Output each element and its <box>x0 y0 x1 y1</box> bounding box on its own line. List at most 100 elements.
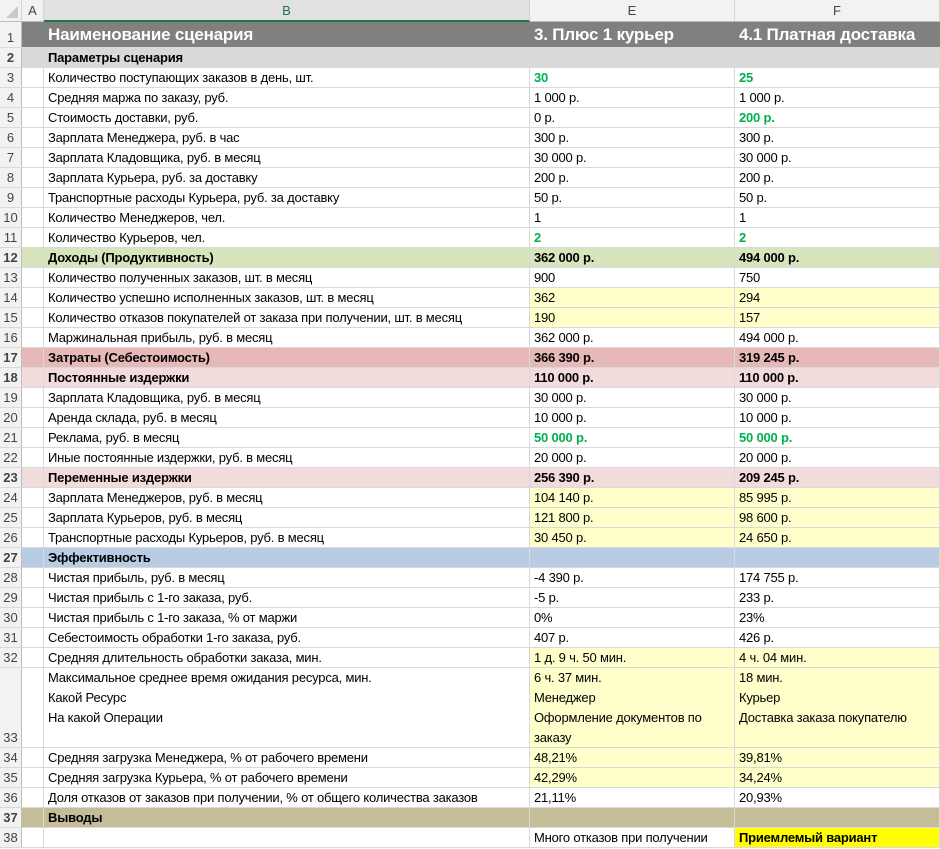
row-header[interactable]: 20 <box>0 408 22 427</box>
cell-a[interactable] <box>22 228 44 247</box>
row-header[interactable]: 12 <box>0 248 22 267</box>
cell-label[interactable]: Зарплата Курьера, руб. за доставку <box>44 168 530 187</box>
cell-a[interactable] <box>22 508 44 527</box>
cell-a[interactable] <box>22 588 44 607</box>
column-header-e[interactable]: E <box>530 0 735 22</box>
cell-scenario-3[interactable]: 366 390 р. <box>530 348 735 367</box>
cell-a[interactable] <box>22 568 44 587</box>
cell-scenario-3[interactable]: 1 000 р. <box>530 88 735 107</box>
cell-a[interactable] <box>22 188 44 207</box>
cell-label[interactable]: Количество полученных заказов, шт. в мес… <box>44 268 530 287</box>
column-header-f[interactable]: F <box>735 0 940 22</box>
row-header[interactable]: 21 <box>0 428 22 447</box>
row-header[interactable]: 14 <box>0 288 22 307</box>
cell-scenario-4-1[interactable]: 174 755 р. <box>735 568 940 587</box>
cell-a[interactable] <box>22 768 44 787</box>
cell-scenario-4-1[interactable] <box>735 808 940 827</box>
cell-scenario-3[interactable]: 48,21% <box>530 748 735 767</box>
cell-scenario-3[interactable]: 1 д. 9 ч. 50 мин. <box>530 648 735 667</box>
cell-scenario-3[interactable]: 6 ч. 37 мин. Менеджер Оформление документо… <box>530 668 735 747</box>
cell-scenario-4-1[interactable]: 209 245 р. <box>735 468 940 487</box>
cell-scenario-4-1[interactable]: 98 600 р. <box>735 508 940 527</box>
cell-scenario-3[interactable]: 30 000 р. <box>530 148 735 167</box>
cell-scenario-3[interactable]: 900 <box>530 268 735 287</box>
row-header[interactable]: 3 <box>0 68 22 87</box>
row-header[interactable]: 16 <box>0 328 22 347</box>
cell-scenario-3[interactable]: 42,29% <box>530 768 735 787</box>
cell-scenario-4-1[interactable]: 200 р. <box>735 108 940 127</box>
cell-label[interactable]: Переменные издержки <box>44 468 530 487</box>
cell-label[interactable]: Аренда склада, руб. в месяц <box>44 408 530 427</box>
cell-scenario-3[interactable]: 30 <box>530 68 735 87</box>
row-header[interactable]: 24 <box>0 488 22 507</box>
cell-label[interactable]: Зарплата Кладовщика, руб. в месяц <box>44 388 530 407</box>
cell-a[interactable] <box>22 468 44 487</box>
cell-scenario-4-1[interactable]: 39,81% <box>735 748 940 767</box>
row-header[interactable]: 29 <box>0 588 22 607</box>
cell-a[interactable] <box>22 388 44 407</box>
cell-scenario-4-1[interactable] <box>735 548 940 567</box>
cell-scenario-4-1[interactable]: 30 000 р. <box>735 388 940 407</box>
cell-scenario-3[interactable] <box>530 808 735 827</box>
cell-scenario-4-1[interactable]: 319 245 р. <box>735 348 940 367</box>
cell-scenario-3[interactable]: -5 р. <box>530 588 735 607</box>
row-header[interactable]: 26 <box>0 528 22 547</box>
cell-label[interactable]: Средняя длительность обработки заказа, м… <box>44 648 530 667</box>
cell-a[interactable] <box>22 128 44 147</box>
row-header[interactable]: 13 <box>0 268 22 287</box>
cell-scenario-4-1[interactable]: 1 <box>735 208 940 227</box>
cell-a[interactable] <box>22 248 44 267</box>
cell-a[interactable] <box>22 22 44 47</box>
cell-scenario-4-1[interactable]: 426 р. <box>735 628 940 647</box>
cell-scenario-4-1[interactable]: 20 000 р. <box>735 448 940 467</box>
cell-scenario-4-1[interactable]: 300 р. <box>735 128 940 147</box>
cell-label[interactable]: Выводы <box>44 808 530 827</box>
row-header[interactable]: 33 <box>0 668 22 747</box>
cell-a[interactable] <box>22 268 44 287</box>
row-header[interactable]: 11 <box>0 228 22 247</box>
cell-scenario-4-1[interactable]: 4.1 Платная доставка <box>735 22 940 47</box>
cell-scenario-4-1[interactable]: 200 р. <box>735 168 940 187</box>
cell-label[interactable]: Стоимость доставки, руб. <box>44 108 530 127</box>
cell-label[interactable]: Иные постоянные издержки, руб. в месяц <box>44 448 530 467</box>
cell-scenario-3[interactable]: -4 390 р. <box>530 568 735 587</box>
cell-label[interactable]: Зарплата Курьеров, руб. в месяц <box>44 508 530 527</box>
cell-label[interactable]: Количество успешно исполненных заказов, … <box>44 288 530 307</box>
cell-scenario-4-1[interactable]: 1 000 р. <box>735 88 940 107</box>
row-header[interactable]: 1 <box>0 22 22 47</box>
row-header[interactable]: 36 <box>0 788 22 807</box>
cell-label[interactable]: Максимальное среднее время ожидания ресу… <box>44 668 530 747</box>
cell-scenario-4-1[interactable]: Приемлемый вариант <box>735 828 940 847</box>
cell-scenario-4-1[interactable]: 233 р. <box>735 588 940 607</box>
cell-label[interactable]: Зарплата Кладовщика, руб. в месяц <box>44 148 530 167</box>
cell-a[interactable] <box>22 548 44 567</box>
row-header[interactable]: 17 <box>0 348 22 367</box>
cell-a[interactable] <box>22 808 44 827</box>
cell-scenario-4-1[interactable]: 110 000 р. <box>735 368 940 387</box>
cell-scenario-3[interactable]: 10 000 р. <box>530 408 735 427</box>
cell-scenario-3[interactable]: 0 р. <box>530 108 735 127</box>
row-header[interactable]: 38 <box>0 828 22 847</box>
row-header[interactable]: 5 <box>0 108 22 127</box>
cell-scenario-3[interactable]: 2 <box>530 228 735 247</box>
cell-scenario-4-1[interactable]: 24 650 р. <box>735 528 940 547</box>
row-header[interactable]: 15 <box>0 308 22 327</box>
cell-scenario-3[interactable]: 50 000 р. <box>530 428 735 447</box>
row-header[interactable]: 10 <box>0 208 22 227</box>
cell-label[interactable]: Параметры сценария <box>44 48 530 67</box>
cell-label[interactable] <box>44 828 530 847</box>
cell-a[interactable] <box>22 488 44 507</box>
cell-scenario-3[interactable]: 110 000 р. <box>530 368 735 387</box>
column-header-b[interactable]: B <box>44 0 530 22</box>
cell-a[interactable] <box>22 528 44 547</box>
cell-scenario-4-1[interactable] <box>735 48 940 67</box>
cell-scenario-4-1[interactable]: 494 000 р. <box>735 328 940 347</box>
cell-a[interactable] <box>22 208 44 227</box>
row-header[interactable]: 18 <box>0 368 22 387</box>
cell-a[interactable] <box>22 788 44 807</box>
row-header[interactable]: 2 <box>0 48 22 67</box>
column-header-a[interactable]: A <box>22 0 44 22</box>
row-header[interactable]: 7 <box>0 148 22 167</box>
row-header[interactable]: 35 <box>0 768 22 787</box>
cell-scenario-3[interactable]: 256 390 р. <box>530 468 735 487</box>
